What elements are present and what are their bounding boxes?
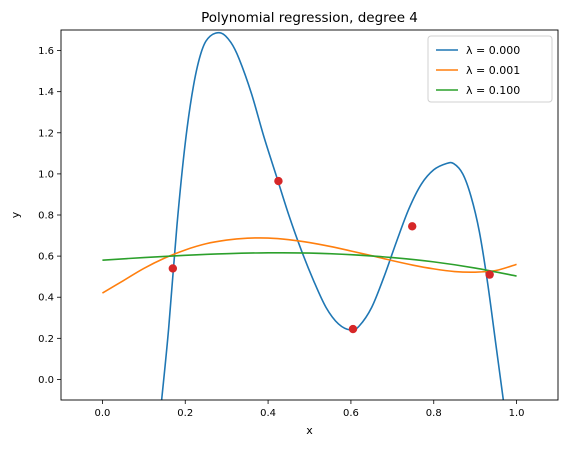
series-line-2 <box>102 251 517 277</box>
y-tick-label: 1.2 <box>38 128 54 139</box>
y-tick-label: 0.6 <box>38 252 54 263</box>
data-point <box>168 264 178 273</box>
y-axis-label: y <box>9 211 22 218</box>
y-tick-label: 0.0 <box>38 375 54 386</box>
y-tick-label: 0.8 <box>38 211 54 222</box>
axis-ticks: 0.0 0.2 0.4 0.6 0.8 1.0 0.0 0.2 0.4 0.6 0.8 1.0 1.2 1… <box>38 46 524 419</box>
y-tick-label: 0.2 <box>38 334 54 345</box>
plot-area <box>102 31 517 400</box>
x-tick-label: 0.8 <box>426 408 442 419</box>
data-point <box>274 176 283 186</box>
x-tick-label: 0.6 <box>343 408 359 419</box>
x-tick-label: 0.2 <box>177 408 193 419</box>
data-point <box>348 324 358 334</box>
x-tick-label: 1.0 <box>509 408 525 419</box>
y-tick-label: 1.4 <box>38 87 54 98</box>
legend-label: λ = 0.000 <box>466 44 520 57</box>
data-point <box>408 222 417 231</box>
y-tick-label: 1.0 <box>38 169 54 180</box>
x-axis-label: x <box>306 424 313 437</box>
plot-frame <box>60 29 559 401</box>
series-line-0 <box>160 31 505 400</box>
data-point <box>485 270 494 279</box>
x-tick-label: 0.4 <box>260 408 276 419</box>
legend-label: λ = 0.001 <box>466 64 520 77</box>
y-tick-label: 1.6 <box>38 46 54 57</box>
chart-title: Polynomial regression, degree 4 <box>201 10 418 26</box>
x-tick-label: 0.0 <box>94 408 110 419</box>
y-tick-label: 0.4 <box>38 293 54 304</box>
legend: λ = 0.000 λ = 0.001 λ = 0.100 <box>427 35 553 103</box>
legend-label: λ = 0.100 <box>466 84 520 97</box>
legend-box <box>427 35 553 103</box>
